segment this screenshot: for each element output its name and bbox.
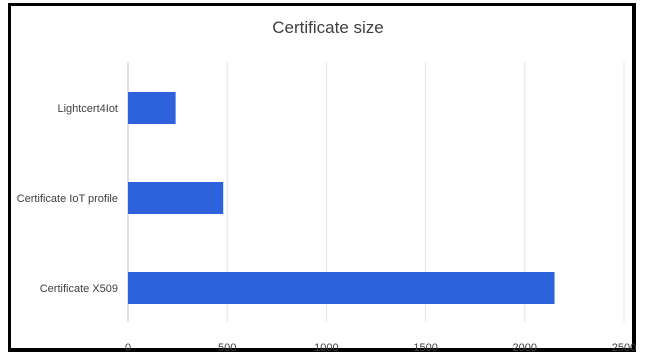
category-label: Certificate IoT profile: [17, 193, 118, 205]
x-tick-label: 1500: [413, 342, 437, 354]
bar-certificate-iot-profile: [128, 182, 224, 214]
x-tick-label: 2000: [513, 342, 537, 354]
category-labels: Lightcert4Iot Certificate IoT profile Cert…: [17, 103, 118, 295]
bars: [128, 92, 555, 304]
category-label: Certificate X509: [40, 283, 118, 295]
x-axis-ticks: 0 500 1000 1500 2000 2500: [125, 342, 636, 354]
bar-certificate-x509: [128, 272, 555, 304]
chart-title: Certificate size: [272, 18, 383, 37]
bar-lightcert4iot: [128, 92, 176, 124]
category-label: Lightcert4Iot: [57, 103, 118, 115]
x-tick-label: 500: [218, 342, 236, 354]
x-tick-label: 1000: [314, 342, 338, 354]
x-tick-label: 0: [125, 342, 131, 354]
x-tick-label: 2500: [612, 342, 636, 354]
